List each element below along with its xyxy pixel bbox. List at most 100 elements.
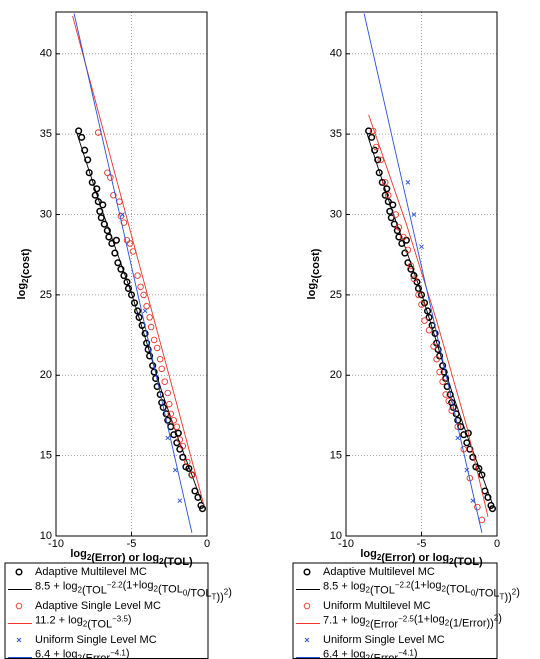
marker xyxy=(15,568,23,576)
marker xyxy=(478,471,486,479)
text-part: (1+log xyxy=(414,613,445,625)
marker xyxy=(425,313,433,321)
marker xyxy=(368,133,376,141)
marker xyxy=(167,410,175,418)
text-part: log xyxy=(16,283,28,300)
marker xyxy=(158,365,165,373)
superscript: −4.1 xyxy=(398,649,414,658)
text-part: (TOL xyxy=(82,584,107,596)
y-axis-label: log2(cost) xyxy=(306,248,322,299)
marker xyxy=(395,224,403,231)
text-part: 8.5 + log xyxy=(35,580,78,592)
marker xyxy=(97,214,105,222)
fit-line xyxy=(72,15,205,506)
text-part: (Error) or log xyxy=(381,552,449,564)
marker xyxy=(126,240,134,247)
text-part: ) xyxy=(414,647,418,659)
text-part: 6.4 + log xyxy=(35,648,78,659)
marker xyxy=(176,436,184,443)
x-tick-label: -10 xyxy=(338,538,354,550)
marker xyxy=(303,602,311,610)
marker xyxy=(410,275,418,283)
legend-label: Uniform Single Level MC xyxy=(35,634,157,646)
marker xyxy=(16,637,22,643)
marker xyxy=(377,156,384,164)
marker xyxy=(156,355,164,363)
legend-label: Adaptive Single Level MC xyxy=(35,600,161,612)
marker xyxy=(117,265,125,273)
marker xyxy=(392,211,400,218)
marker xyxy=(387,214,395,222)
plot-frame xyxy=(55,11,208,537)
marker xyxy=(150,336,158,344)
x-tick-label: 0 xyxy=(494,538,500,550)
marker xyxy=(365,127,373,135)
marker xyxy=(91,191,99,199)
marker xyxy=(107,174,114,181)
marker xyxy=(174,429,182,437)
text-part: (cost) xyxy=(310,248,322,278)
plot-frame xyxy=(345,11,498,537)
marker xyxy=(382,179,389,186)
y-tick-label: 30 xyxy=(40,208,52,220)
marker xyxy=(172,467,178,473)
marker xyxy=(398,239,406,248)
legend-label: 8.5 + log2(TOL−2.2(1+log2(TOL0/TOLT))2) xyxy=(323,579,520,603)
marker xyxy=(304,637,310,643)
marker xyxy=(194,493,202,501)
marker xyxy=(402,236,410,244)
marker xyxy=(188,471,196,479)
marker xyxy=(372,143,380,151)
marker xyxy=(198,505,207,513)
marker xyxy=(108,239,116,248)
marker xyxy=(464,429,472,437)
text-part: ) xyxy=(128,613,132,625)
x-axis-label: log2(Error) or log2(TOL) xyxy=(70,548,193,568)
subscript: 2 xyxy=(445,619,450,628)
subscript: 2 xyxy=(449,557,454,566)
marker xyxy=(112,236,120,244)
marker xyxy=(170,417,178,424)
marker xyxy=(75,127,83,135)
text-part: (TOL xyxy=(87,618,112,630)
marker xyxy=(421,317,428,324)
marker xyxy=(140,291,147,299)
subscript: 2 xyxy=(366,586,371,595)
text-part: 7.1 + log xyxy=(323,614,366,626)
marker xyxy=(442,391,449,398)
marker xyxy=(393,227,401,235)
legend-label: Uniform Single Level MC xyxy=(323,634,445,646)
x-tick-label: 0 xyxy=(204,538,210,550)
marker xyxy=(445,397,452,405)
marker xyxy=(454,416,462,424)
marker xyxy=(374,156,382,164)
marker xyxy=(407,262,415,270)
marker xyxy=(179,442,187,450)
text-part: 8.5 + log xyxy=(323,580,366,592)
y-tick-label: 35 xyxy=(330,128,342,140)
marker xyxy=(455,435,461,441)
fit-line xyxy=(76,134,203,505)
legend-label: Adaptive Multilevel MC xyxy=(35,566,147,578)
superscript: −2.2 xyxy=(395,581,411,590)
marker xyxy=(371,146,379,154)
text-part: (TOL xyxy=(158,583,183,595)
x-tick-label: -5 xyxy=(127,538,137,550)
marker xyxy=(161,378,168,385)
subscript: 2 xyxy=(366,620,371,629)
subscript: T xyxy=(500,593,505,602)
y-tick-label: 30 xyxy=(330,208,342,220)
subscript: 2 xyxy=(366,654,371,659)
subscript: 2 xyxy=(159,557,164,566)
superscript: 2 xyxy=(224,588,229,597)
marker xyxy=(173,423,181,430)
marker xyxy=(419,244,424,249)
legend-label: 11.2 + log2(TOL−3.5) xyxy=(35,613,132,630)
text-part: (Error) or log xyxy=(91,552,159,564)
text-part: )) xyxy=(216,591,223,603)
text-part: (TOL xyxy=(370,584,395,596)
subscript: 2 xyxy=(83,620,88,629)
y-tick-label: 25 xyxy=(330,289,342,301)
y-tick-label: 40 xyxy=(330,48,342,60)
